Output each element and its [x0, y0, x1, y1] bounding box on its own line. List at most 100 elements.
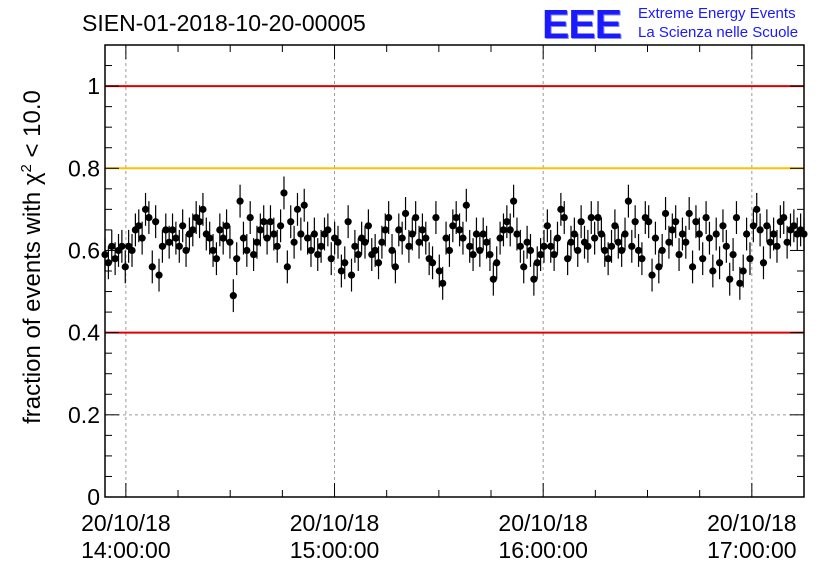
data-point [739, 267, 747, 275]
data-point [742, 230, 751, 238]
data-point [712, 230, 720, 238]
data-point [726, 275, 734, 283]
data-point [591, 234, 599, 242]
data-point [344, 218, 352, 226]
data-point [668, 226, 676, 234]
data-point [604, 255, 612, 263]
data-point [685, 209, 693, 218]
data-point [195, 218, 204, 226]
data-point [351, 242, 359, 250]
data-point [702, 213, 710, 222]
data-point [249, 250, 258, 259]
data-point [219, 234, 227, 242]
data-point [401, 209, 410, 218]
data-point [506, 226, 514, 234]
data-point [162, 226, 170, 234]
data-point [408, 230, 416, 238]
data-point [152, 218, 160, 226]
y-tick-label-5: 1 [87, 73, 100, 99]
data-point [337, 267, 345, 275]
data-point [233, 255, 241, 263]
data-point [736, 279, 744, 287]
data-point [618, 246, 626, 255]
data-point [692, 218, 700, 226]
data-point [388, 246, 396, 255]
data-point [364, 222, 372, 230]
data-point [513, 230, 521, 238]
data-point [719, 222, 727, 230]
x-tick-date-3: 20/10/18 [707, 510, 797, 536]
data-point [655, 263, 663, 271]
data-point [661, 209, 670, 218]
data-point [280, 189, 288, 197]
data-point [314, 250, 322, 259]
data-point [452, 213, 460, 222]
data-point [141, 205, 150, 213]
data-point [486, 250, 494, 259]
data-point [135, 222, 143, 230]
data-point [243, 246, 251, 255]
data-point [631, 218, 639, 226]
data-point [307, 246, 315, 255]
data-point [584, 242, 592, 250]
data-point [469, 250, 477, 259]
data-point [675, 250, 683, 259]
data-point [746, 255, 754, 263]
data-point [361, 238, 369, 246]
data-point [439, 279, 447, 287]
data-point [560, 213, 568, 222]
data-point [398, 234, 406, 242]
data-point [182, 246, 190, 255]
data-point [621, 230, 629, 238]
data-point [226, 238, 234, 246]
x-tick-time-0: 14:00:00 [81, 537, 171, 563]
data-point [371, 246, 379, 255]
data-point [341, 259, 349, 267]
data-point [766, 238, 774, 246]
data-point [523, 238, 531, 246]
data-point [246, 213, 254, 222]
data-point [715, 259, 724, 267]
data-point [601, 246, 609, 255]
data-point [466, 242, 474, 250]
data-point [442, 234, 450, 242]
data-point [537, 250, 545, 259]
data-point [374, 259, 383, 267]
data-point [415, 238, 423, 246]
data-point [381, 226, 389, 234]
x-tick-time-2: 16:00:00 [498, 537, 588, 563]
data-point [428, 259, 437, 267]
data-point [688, 263, 697, 271]
logo-line-2: La Scienza nelle Scuole [638, 24, 799, 41]
data-point [300, 201, 308, 209]
data-point [317, 242, 325, 250]
data-point [216, 226, 224, 234]
data-point [530, 275, 538, 283]
data-point [354, 250, 362, 259]
data-point [455, 226, 464, 234]
data-point [168, 226, 177, 234]
data-point [611, 222, 619, 230]
data-point [158, 242, 167, 250]
data-point [540, 242, 548, 250]
logo-mark: EEE [542, 1, 622, 47]
data-point [148, 263, 156, 271]
data-point [432, 213, 440, 222]
data-point [665, 238, 673, 246]
data-point [445, 246, 454, 255]
data-point [476, 246, 484, 255]
x-tick-time-3: 17:00:00 [707, 537, 797, 563]
data-point [564, 255, 572, 263]
data-point [239, 234, 248, 242]
data-point [682, 238, 690, 246]
y-tick-label-0: 0 [87, 484, 100, 510]
data-point [256, 226, 264, 234]
data-point [756, 226, 764, 234]
data-point [594, 213, 602, 222]
data-point [770, 230, 778, 238]
data-point [780, 213, 788, 222]
data-point [263, 234, 271, 242]
data-point [699, 255, 707, 263]
data-point [658, 246, 666, 255]
